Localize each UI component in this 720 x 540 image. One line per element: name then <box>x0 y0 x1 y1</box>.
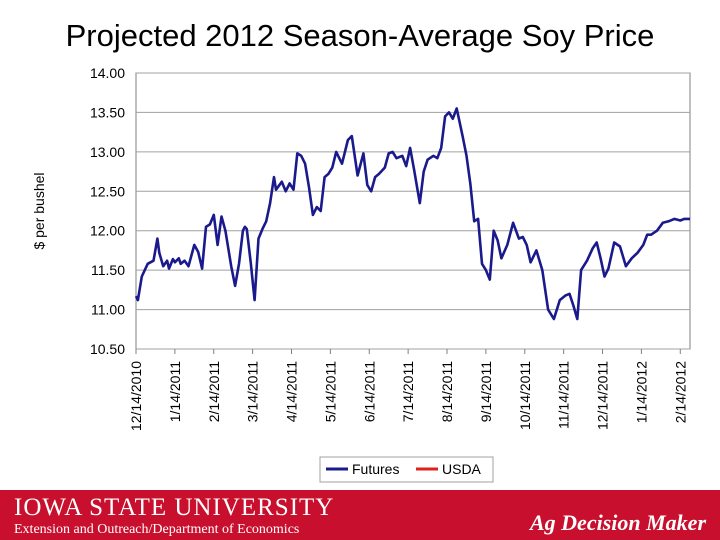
y-axis-label: $ per bushel <box>31 172 47 249</box>
x-tick-label: 2/14/2011 <box>206 361 222 422</box>
x-tick-label: 2/14/2012 <box>672 361 688 423</box>
x-tick-label: 5/14/2011 <box>322 361 338 422</box>
y-tick-label: 11.00 <box>91 302 125 318</box>
legend-label-futures: Futures <box>352 461 399 477</box>
y-tick-label: 14.00 <box>90 65 125 81</box>
university-logo: IOWA STATE UNIVERSITY <box>14 494 335 521</box>
x-tick-label: 10/14/2011 <box>517 361 533 430</box>
y-gridlines <box>135 72 691 350</box>
y-tick-label: 13.00 <box>90 144 125 160</box>
x-tick-labels: 12/14/2010 1/14/2011 2/14/2011 3/14/2011 4/1… <box>128 361 688 431</box>
y-tick-label: 12.00 <box>90 223 125 239</box>
x-tick-label: 3/14/2011 <box>245 361 261 422</box>
series-group <box>134 107 690 321</box>
x-tick-label: 1/14/2011 <box>167 361 183 422</box>
y-tick-label: 11.50 <box>91 262 125 278</box>
x-tick-marks <box>135 349 681 354</box>
x-tick-label: 11/14/2011 <box>556 361 572 429</box>
x-tick-label: 8/14/2011 <box>439 361 455 422</box>
x-tick-label: 12/14/2010 <box>128 361 144 431</box>
legend: Futures USDA <box>319 456 494 483</box>
y-tick-label: 13.50 <box>90 104 125 120</box>
legend-box <box>319 456 494 483</box>
x-tick-label: 9/14/2011 <box>478 361 494 422</box>
y-tick-label: 12.50 <box>90 183 125 199</box>
footer-banner: IOWA STATE UNIVERSITY Extension and Outr… <box>0 490 720 540</box>
x-tick-label: 12/14/2011 <box>595 361 611 430</box>
x-tick-label: 6/14/2011 <box>361 361 377 422</box>
series-line-futures <box>134 107 690 321</box>
y-tick-label: 10.50 <box>90 341 125 357</box>
page-title: Projected 2012 Season-Average Soy Price <box>65 18 655 53</box>
x-tick-label: 1/14/2012 <box>633 361 649 423</box>
brand-logo: Ag Decision Maker <box>530 510 706 535</box>
department-text: Extension and Outreach/Department of Eco… <box>14 522 300 537</box>
x-tick-label: 4/14/2011 <box>284 361 300 422</box>
y-tick-labels: 10.50 11.00 11.50 12.00 12.50 13.00 13.50 14.00 <box>90 65 125 357</box>
x-tick-label: 7/14/2011 <box>400 361 416 422</box>
chart: 10.50 11.00 11.50 12.00 12.50 13.00 13.50 14.00… <box>31 65 691 483</box>
legend-label-usda: USDA <box>442 461 482 477</box>
plot-area <box>135 72 691 350</box>
